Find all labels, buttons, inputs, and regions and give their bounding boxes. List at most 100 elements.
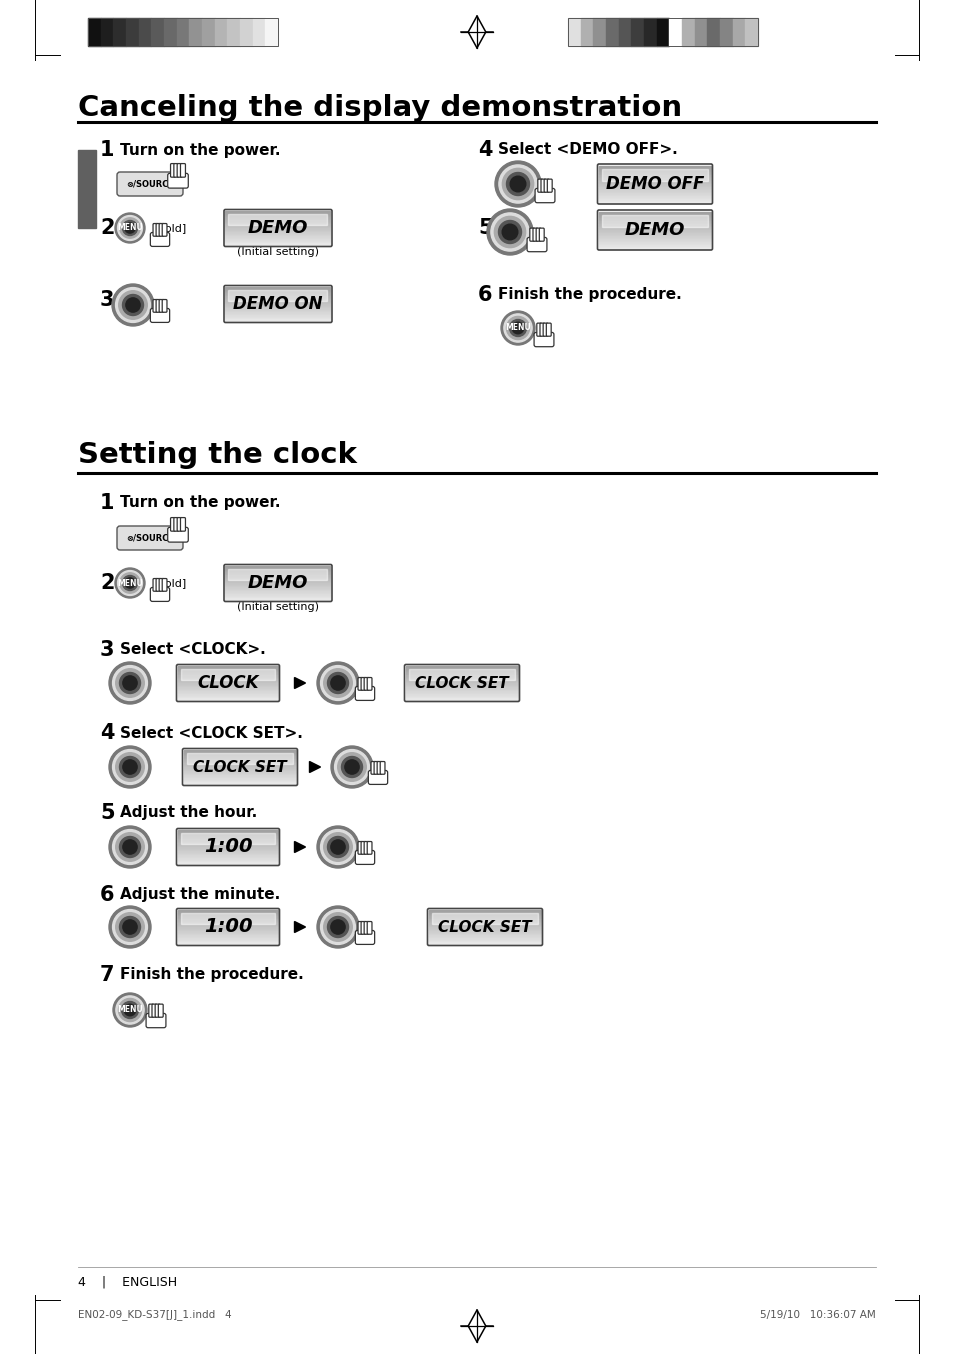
Text: [Hold]: [Hold]: [152, 578, 186, 588]
Bar: [178, 699, 277, 700]
Bar: [406, 680, 517, 681]
Bar: [605, 18, 618, 46]
Bar: [429, 919, 540, 921]
Bar: [225, 217, 330, 218]
Bar: [178, 686, 277, 688]
Circle shape: [495, 161, 540, 207]
Circle shape: [123, 839, 137, 854]
Bar: [225, 287, 330, 288]
Bar: [225, 236, 330, 237]
Circle shape: [120, 218, 140, 238]
Bar: [225, 574, 330, 575]
FancyBboxPatch shape: [380, 761, 385, 774]
Bar: [178, 839, 277, 841]
Bar: [225, 290, 330, 291]
Bar: [184, 781, 295, 783]
FancyBboxPatch shape: [151, 309, 170, 322]
Bar: [406, 681, 517, 682]
Bar: [184, 764, 295, 765]
FancyBboxPatch shape: [159, 299, 164, 313]
Text: Select <CLOCK SET>.: Select <CLOCK SET>.: [120, 726, 302, 741]
Bar: [178, 844, 277, 845]
Bar: [598, 192, 710, 194]
Bar: [406, 669, 517, 670]
Bar: [598, 195, 710, 196]
Circle shape: [124, 1005, 135, 1016]
Bar: [429, 911, 540, 913]
Text: ⊗/SOURCE: ⊗/SOURCE: [126, 533, 173, 543]
Bar: [694, 18, 706, 46]
FancyBboxPatch shape: [152, 1005, 156, 1017]
Bar: [225, 218, 330, 219]
Bar: [225, 241, 330, 242]
Bar: [138, 18, 152, 46]
Bar: [598, 198, 710, 199]
Bar: [178, 677, 277, 678]
FancyBboxPatch shape: [156, 299, 161, 313]
Text: MENU: MENU: [117, 578, 143, 588]
Polygon shape: [294, 841, 305, 853]
Bar: [598, 168, 710, 171]
Bar: [409, 669, 515, 680]
Bar: [406, 674, 517, 676]
Circle shape: [122, 221, 137, 236]
Bar: [78, 150, 96, 227]
FancyBboxPatch shape: [173, 517, 178, 531]
Bar: [178, 835, 277, 837]
FancyBboxPatch shape: [361, 677, 365, 691]
Bar: [225, 226, 330, 227]
Circle shape: [109, 746, 151, 788]
Bar: [178, 929, 277, 930]
Bar: [406, 688, 517, 689]
FancyBboxPatch shape: [536, 227, 540, 241]
Bar: [178, 848, 277, 849]
Bar: [178, 838, 277, 839]
Bar: [631, 18, 643, 46]
Bar: [178, 834, 277, 835]
Circle shape: [503, 314, 532, 343]
FancyBboxPatch shape: [177, 517, 182, 531]
Circle shape: [331, 919, 345, 934]
Bar: [567, 18, 758, 46]
Bar: [178, 852, 277, 853]
FancyBboxPatch shape: [168, 527, 188, 542]
Text: CLOCK: CLOCK: [197, 674, 258, 692]
Bar: [178, 668, 277, 669]
Bar: [178, 861, 277, 862]
Bar: [225, 593, 330, 594]
Bar: [178, 923, 277, 925]
Text: 3: 3: [100, 640, 114, 659]
Bar: [178, 925, 277, 926]
Bar: [598, 242, 710, 244]
Bar: [178, 685, 277, 686]
Bar: [184, 751, 295, 753]
Polygon shape: [468, 16, 485, 47]
Circle shape: [122, 575, 137, 590]
Bar: [225, 589, 330, 590]
Bar: [225, 234, 330, 236]
Circle shape: [123, 676, 137, 691]
Bar: [178, 927, 277, 929]
Bar: [598, 241, 710, 242]
Circle shape: [126, 298, 140, 313]
FancyBboxPatch shape: [540, 179, 545, 192]
Bar: [598, 190, 710, 191]
Bar: [181, 914, 274, 925]
FancyBboxPatch shape: [355, 930, 375, 945]
Bar: [225, 291, 330, 292]
FancyBboxPatch shape: [151, 588, 170, 601]
Bar: [178, 857, 277, 858]
Bar: [178, 692, 277, 693]
Bar: [406, 672, 517, 673]
Bar: [225, 213, 330, 214]
Bar: [429, 933, 540, 934]
Bar: [225, 222, 330, 223]
Circle shape: [115, 567, 145, 598]
Circle shape: [109, 906, 151, 948]
Bar: [184, 773, 295, 774]
Bar: [184, 769, 295, 770]
Bar: [598, 238, 710, 240]
Bar: [178, 921, 277, 922]
Bar: [429, 930, 540, 932]
Bar: [598, 240, 710, 241]
